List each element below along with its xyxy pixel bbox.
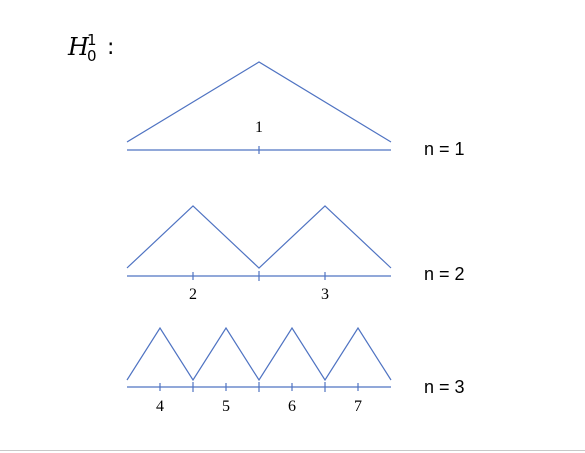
basis-index-label: 5 bbox=[222, 398, 230, 415]
hat-functions-level-2 bbox=[126, 205, 392, 269]
basis-index-label: 6 bbox=[288, 398, 296, 415]
level-label: n = 1 bbox=[424, 139, 465, 159]
basis-index-label: 1 bbox=[255, 119, 263, 136]
level-3: 4 5 6 7 n = 3 bbox=[126, 326, 465, 415]
basis-index-label: 3 bbox=[321, 286, 329, 303]
space-title: H 1 0 : bbox=[67, 31, 114, 65]
title-base: H bbox=[67, 33, 90, 61]
title-subscript: 0 bbox=[87, 47, 97, 65]
level-1: 1 n = 1 bbox=[126, 61, 465, 159]
basis-index-label: 2 bbox=[189, 286, 197, 303]
hat-functions-level-3 bbox=[126, 326, 392, 382]
level-label: n = 3 bbox=[424, 377, 465, 397]
basis-index-label: 4 bbox=[156, 398, 164, 415]
level-label: n = 2 bbox=[424, 264, 465, 284]
title-superscript: 1 bbox=[87, 31, 97, 49]
title-colon: : bbox=[107, 35, 114, 60]
level-2: 2 3 n = 2 bbox=[126, 205, 465, 303]
hat-functions-level-1 bbox=[126, 61, 392, 143]
basis-index-label: 7 bbox=[354, 398, 362, 415]
levels-container: 1 n = 1 2 3 n = 2 4 5 6 7 n = 3 bbox=[126, 61, 465, 415]
